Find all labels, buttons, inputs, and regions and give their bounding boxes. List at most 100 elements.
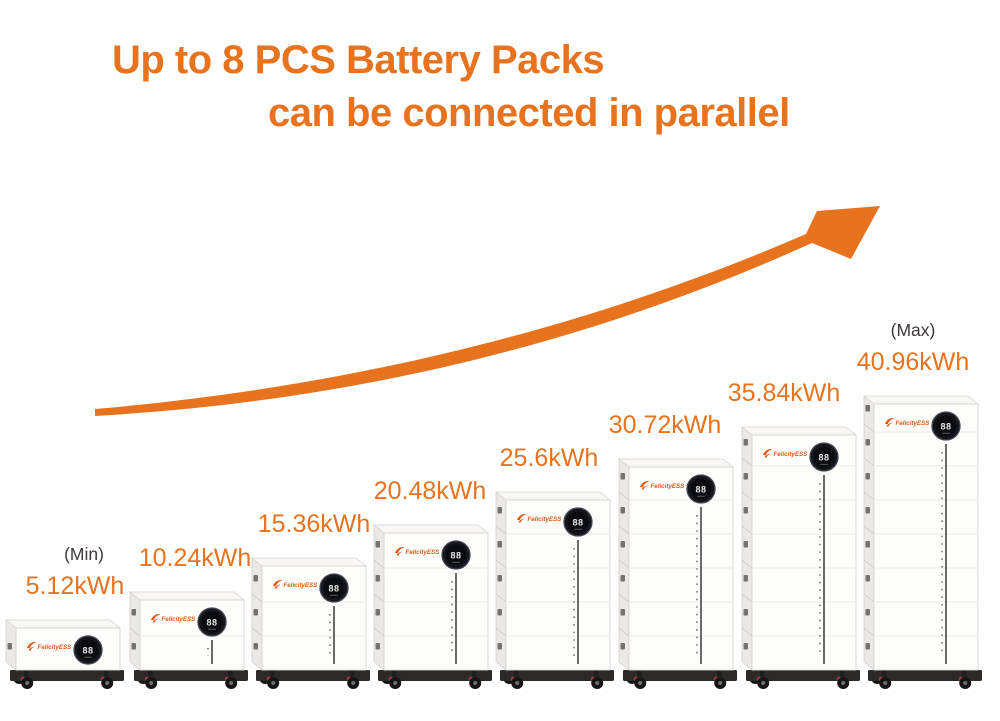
brand-swoosh-icon xyxy=(151,613,161,621)
side-handle xyxy=(620,507,625,514)
side-handle xyxy=(620,575,625,582)
pack-top-face xyxy=(373,524,489,534)
caster-wheel xyxy=(878,671,892,689)
brand-wordmark: FelicityESS xyxy=(774,451,809,458)
brand-wordmark: FelicityESS xyxy=(406,549,441,556)
base-frame xyxy=(500,670,614,681)
side-handle xyxy=(497,541,502,548)
pack-top-face xyxy=(863,395,979,405)
brand-wordmark: FelicityESS xyxy=(896,420,931,427)
caster-wheel xyxy=(100,671,114,689)
side-handle xyxy=(865,473,870,480)
pack-top-face xyxy=(495,491,611,501)
battery-display: 88 xyxy=(563,507,593,537)
brand-swoosh-icon xyxy=(640,480,650,488)
base-frame xyxy=(746,670,860,681)
side-handle xyxy=(743,507,748,514)
brand-swoosh-icon xyxy=(763,448,773,456)
brand-swoosh-icon xyxy=(27,641,37,649)
battery-display: 88 xyxy=(197,607,227,637)
brand-logo: FelicityESS xyxy=(885,417,931,427)
pack-side-face xyxy=(741,426,753,671)
caster-wheel xyxy=(388,671,402,689)
pack-front-face xyxy=(261,565,367,671)
caster-wheel xyxy=(633,671,647,689)
pack-top-face xyxy=(251,557,367,567)
brand-wordmark: FelicityESS xyxy=(651,483,686,490)
base-frame xyxy=(10,670,124,681)
base-frame xyxy=(256,670,370,681)
battery-pack-8: FelicityESS 88 xyxy=(863,395,982,689)
side-handle xyxy=(865,575,870,582)
side-handle xyxy=(497,575,502,582)
growth-arrow-icon xyxy=(95,206,880,416)
pack-front-face xyxy=(15,627,121,671)
brand-wordmark: FelicityESS xyxy=(284,582,319,589)
brand-logo: FelicityESS xyxy=(27,641,73,651)
caster-wheel xyxy=(590,671,604,689)
side-handle xyxy=(743,473,748,480)
base-frame xyxy=(868,670,982,681)
pack-top-face xyxy=(741,426,857,436)
side-handle xyxy=(620,473,625,480)
side-handle xyxy=(620,541,625,548)
caster-wheel xyxy=(266,671,280,689)
brand-swoosh-icon xyxy=(273,579,283,587)
caster-wheel xyxy=(836,671,850,689)
side-handle xyxy=(131,643,136,650)
soc-digits: 88 xyxy=(328,584,339,594)
caster-wheel xyxy=(224,671,238,689)
battery-pack-2: FelicityESS 88 xyxy=(129,591,248,689)
brand-wordmark: FelicityESS xyxy=(528,516,563,523)
side-handle xyxy=(620,609,625,616)
pack-top-face xyxy=(5,619,121,629)
side-handle xyxy=(865,541,870,548)
side-handle xyxy=(253,609,258,616)
brand-logo: FelicityESS xyxy=(640,480,686,490)
caster-wheel xyxy=(468,671,482,689)
pack-front-face xyxy=(751,434,857,671)
soc-digits: 88 xyxy=(818,453,829,463)
side-handle xyxy=(865,609,870,616)
battery-pack-1: FelicityESS 88 xyxy=(5,619,124,689)
side-handle xyxy=(865,507,870,514)
side-handle xyxy=(497,643,502,650)
soc-digits: 88 xyxy=(206,618,217,628)
side-handle xyxy=(743,609,748,616)
side-handle xyxy=(253,575,258,582)
caster-wheel xyxy=(958,671,972,689)
brand-wordmark: FelicityESS xyxy=(38,644,73,651)
caster-wheel xyxy=(510,671,524,689)
pack-top-face xyxy=(129,591,245,601)
side-handle xyxy=(497,609,502,616)
headline: Up to 8 PCS Battery Packs can be connect… xyxy=(112,34,790,140)
pack-front-face xyxy=(505,499,611,671)
brand-swoosh-icon xyxy=(517,513,527,521)
side-handle xyxy=(375,541,380,548)
side-handle xyxy=(743,643,748,650)
pack-front-face xyxy=(139,599,245,671)
battery-pack-5: FelicityESS 88 xyxy=(495,491,614,689)
caster-wheel xyxy=(756,671,770,689)
pack-top-face xyxy=(618,458,734,468)
brand-logo: FelicityESS xyxy=(151,613,196,623)
caster-wheel xyxy=(713,671,727,689)
battery-pack-3: FelicityESS 88 xyxy=(251,557,370,689)
side-handle xyxy=(131,609,136,616)
side-handle xyxy=(7,643,12,650)
battery-display: 88 xyxy=(931,411,961,441)
pack-side-face xyxy=(129,591,141,671)
side-handle xyxy=(743,439,748,446)
battery-pack-4: FelicityESS 88 xyxy=(373,524,492,689)
side-handle xyxy=(375,609,380,616)
battery-display: 88 xyxy=(686,474,716,504)
side-handle xyxy=(497,507,502,514)
caster-wheel xyxy=(20,671,34,689)
base-frame xyxy=(623,670,737,681)
brand-logo: FelicityESS xyxy=(763,448,809,458)
side-handle xyxy=(743,541,748,548)
side-handle xyxy=(375,643,380,650)
